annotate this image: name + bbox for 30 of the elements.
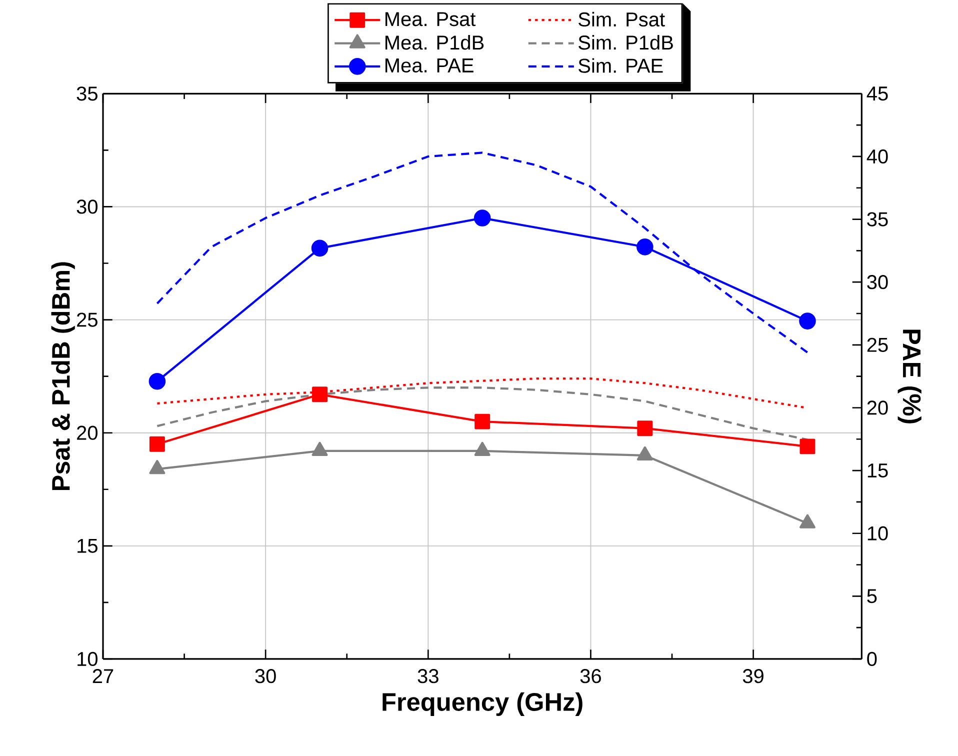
y-tick-label: 35	[76, 86, 98, 101]
x-tick-label: 27	[92, 669, 114, 683]
y2-tick-label: 10	[868, 526, 888, 540]
x-tick-label: 30	[255, 669, 276, 684]
y-tick-label: 20	[77, 426, 98, 440]
y2-tick-label: 30	[867, 275, 888, 290]
x-tick-label: 39	[742, 669, 764, 684]
legend-label: Sim. Psat	[578, 12, 665, 27]
y2-tick-label: 35	[867, 212, 888, 226]
y2-tick-label: 20	[867, 400, 888, 415]
y-tick-label: 15	[78, 538, 98, 553]
x-axis-title: Frequency (GHz)	[382, 692, 582, 716]
y-tick-label: 25	[77, 312, 98, 327]
y2-tick-label: 15	[868, 464, 888, 478]
legend-label: Sim. P1dB	[578, 35, 673, 50]
y2-tick-label: 0	[867, 652, 877, 666]
legend-label: Mea. P1dB	[385, 35, 484, 50]
x-tick-label: 36	[580, 669, 601, 684]
y2-tick-label: 25	[867, 338, 888, 352]
legend-label: Mea. PAE	[385, 58, 474, 73]
y-tick-label: 10	[78, 652, 98, 666]
y2-tick-label: 40	[866, 149, 888, 164]
y2-tick-label: 45	[866, 86, 888, 101]
y-tick-label: 30	[76, 200, 98, 214]
legend-label: Mea. Psat	[385, 12, 476, 26]
y2-axis-title: PAE (%)	[898, 330, 922, 424]
legend-label: Sim. PAE	[578, 58, 663, 73]
y2-tick-label: 5	[867, 589, 877, 604]
x-tick-label: 33	[418, 669, 438, 684]
y-axis-title: Psat & P1dB (dBm)	[51, 262, 75, 490]
